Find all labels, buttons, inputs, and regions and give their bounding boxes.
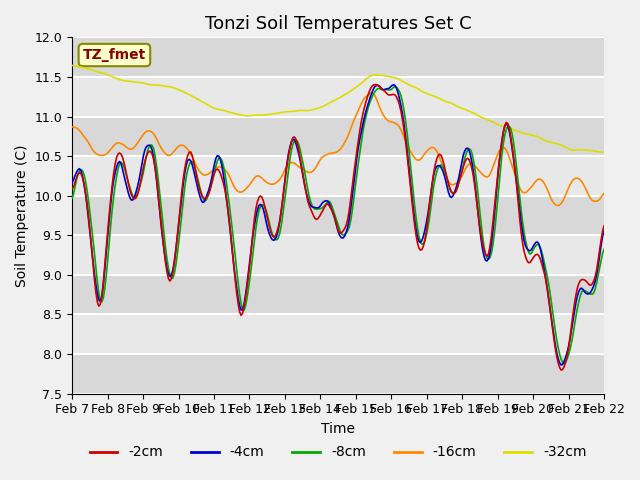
Bar xyxy=(72,196,604,235)
X-axis label: Time: Time xyxy=(321,422,355,436)
Legend: -2cm, -4cm, -8cm, -16cm, -32cm: -2cm, -4cm, -8cm, -16cm, -32cm xyxy=(84,440,592,465)
Title: Tonzi Soil Temperatures Set C: Tonzi Soil Temperatures Set C xyxy=(205,15,472,33)
Bar xyxy=(72,117,604,156)
Bar xyxy=(72,37,604,77)
Y-axis label: Soil Temperature (C): Soil Temperature (C) xyxy=(15,144,29,287)
Text: TZ_fmet: TZ_fmet xyxy=(83,48,146,62)
Bar xyxy=(72,354,604,394)
Bar xyxy=(72,275,604,314)
